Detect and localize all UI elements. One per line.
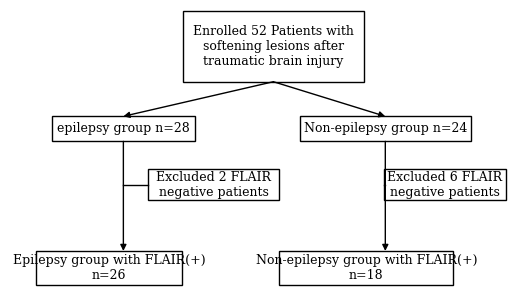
FancyBboxPatch shape [36,251,182,285]
FancyBboxPatch shape [149,169,279,200]
Text: Non-epilepsy group n=24: Non-epilepsy group n=24 [304,122,467,135]
Text: Excluded 6 FLAIR
negative patients: Excluded 6 FLAIR negative patients [387,171,502,199]
FancyBboxPatch shape [183,11,364,82]
Text: Enrolled 52 Patients with
softening lesions after
traumatic brain injury: Enrolled 52 Patients with softening lesi… [193,25,354,68]
Text: Excluded 2 FLAIR
negative patients: Excluded 2 FLAIR negative patients [156,171,271,199]
FancyBboxPatch shape [279,251,453,285]
FancyBboxPatch shape [300,116,471,141]
FancyBboxPatch shape [384,169,506,200]
Text: Non-epilepsy group with FLAIR(+)
n=18: Non-epilepsy group with FLAIR(+) n=18 [255,254,477,282]
FancyBboxPatch shape [52,116,195,141]
Text: Epilepsy group with FLAIR(+)
n=26: Epilepsy group with FLAIR(+) n=26 [13,254,206,282]
Text: epilepsy group n=28: epilepsy group n=28 [57,122,190,135]
